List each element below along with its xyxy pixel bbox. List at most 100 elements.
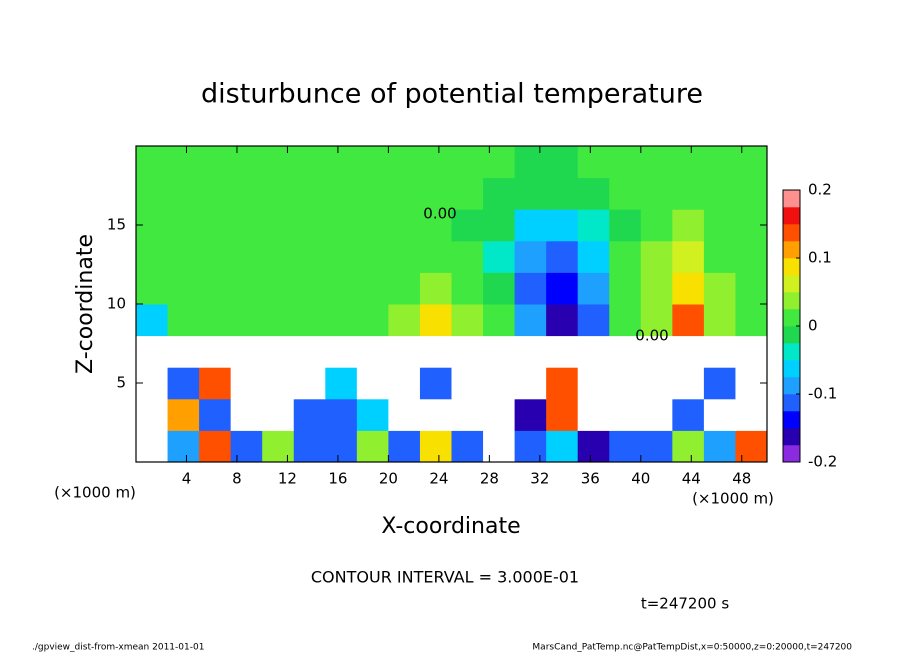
field-cell: [388, 240, 421, 273]
field-cell: [325, 209, 358, 242]
field-cell: [167, 430, 200, 463]
field-cell: [388, 398, 421, 431]
field-cell: [325, 146, 358, 179]
field-cell: [483, 304, 516, 337]
field-cell: [167, 177, 200, 210]
field-cell: [703, 430, 736, 463]
field-cell: [388, 177, 421, 210]
field-cell: [483, 146, 516, 179]
field-cell: [640, 177, 673, 210]
field-cell: [483, 209, 516, 242]
field-cell: [199, 146, 232, 179]
field-cell: [199, 335, 232, 368]
colorbar-cell: [783, 275, 800, 293]
colorbar-cell: [783, 445, 800, 463]
field-cell: [546, 272, 579, 305]
field-cell: [136, 398, 169, 431]
field-cell: [577, 367, 610, 400]
colorbar-tick-label: -0.2: [808, 453, 837, 471]
field-cell: [293, 430, 326, 463]
field-cell: [293, 209, 326, 242]
field-cell: [735, 398, 768, 431]
field-cell: [514, 430, 547, 463]
field-cell: [640, 367, 673, 400]
colorbar-tick-label: 0.2: [808, 181, 832, 199]
field-cell: [609, 240, 642, 273]
field-cell: [262, 304, 295, 337]
colorbar-cell: [783, 224, 800, 242]
field-cell: [703, 304, 736, 337]
field-cell: [199, 272, 232, 305]
colorbar-cell: [783, 411, 800, 429]
contour-interval: CONTOUR INTERVAL = 3.000E-01: [311, 568, 579, 587]
field-cell: [262, 146, 295, 179]
field-cell: [388, 146, 421, 179]
field-cell: [451, 304, 484, 337]
field-cell: [577, 430, 610, 463]
field-cell: [546, 146, 579, 179]
field-cell: [388, 304, 421, 337]
field-cell: [483, 335, 516, 368]
footer: MarsCand_PatTemp.nc@PatTempDist,x=0:5000…: [532, 643, 852, 653]
x-unit: (×1000 m): [54, 484, 136, 502]
field-cell: [356, 240, 389, 273]
field-cell: [293, 240, 326, 273]
field-cell: [451, 177, 484, 210]
field-cell: [703, 398, 736, 431]
field-cell: [483, 272, 516, 305]
colorbar-cell: [783, 190, 800, 208]
field-cell: [735, 335, 768, 368]
field-cell: [546, 335, 579, 368]
field-cell: [136, 272, 169, 305]
field-cell: [356, 177, 389, 210]
field-cell: [325, 367, 358, 400]
colorbar-cell: [783, 360, 800, 378]
field-cell: [262, 430, 295, 463]
field-cell: [293, 398, 326, 431]
field-cell: [136, 335, 169, 368]
field-cell: [388, 335, 421, 368]
field-cell: [167, 146, 200, 179]
x-tick-label: 20: [379, 470, 398, 488]
field-cell: [672, 177, 705, 210]
field-cell: [672, 272, 705, 305]
field-cell: [136, 177, 169, 210]
field-cell: [293, 304, 326, 337]
field-cell: [672, 335, 705, 368]
field-cell: [514, 240, 547, 273]
field-cell: [735, 177, 768, 210]
field-cell: [167, 335, 200, 368]
field-cell: [640, 209, 673, 242]
field-cell: [293, 335, 326, 368]
field-cell: [167, 209, 200, 242]
field-cell: [230, 209, 263, 242]
field-cell: [451, 209, 484, 242]
field-cell: [136, 304, 169, 337]
field-cell: [609, 398, 642, 431]
y-tick-label: 5: [116, 374, 126, 392]
field-cell: [230, 272, 263, 305]
field-cell: [451, 272, 484, 305]
x-tick-label: 44: [682, 470, 701, 488]
field-cell: [451, 146, 484, 179]
field-cell: [514, 272, 547, 305]
field-cell: [356, 272, 389, 305]
field-cell: [546, 177, 579, 210]
field-cell: [262, 367, 295, 400]
field-cell: [735, 304, 768, 337]
colorbar-cell: [783, 377, 800, 395]
x-tick-label: 4: [182, 470, 192, 488]
field-cell: [167, 367, 200, 400]
field-cell: [136, 146, 169, 179]
x-tick-label: 36: [581, 470, 600, 488]
field-cell: [451, 430, 484, 463]
field-cell: [419, 177, 452, 210]
x-unit: (×1000 m): [692, 490, 774, 508]
field-cell: [325, 177, 358, 210]
field-cell: [451, 240, 484, 273]
field-cell: [230, 146, 263, 179]
colorbar-cell: [783, 292, 800, 310]
field-cell: [703, 146, 736, 179]
field-cell: [672, 367, 705, 400]
field-cell: [577, 240, 610, 273]
